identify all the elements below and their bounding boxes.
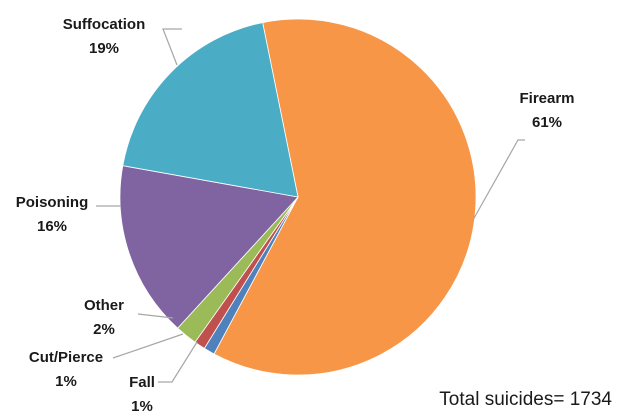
label-fall-percent: 1%: [131, 398, 153, 413]
label-poisoning-percent: 16%: [37, 218, 67, 235]
total-suicides-annotation: Total suicides= 1734: [439, 389, 612, 410]
leader-line-firearm: [472, 139, 525, 221]
label-cut-pierce-percent: 1%: [55, 373, 77, 390]
label-poisoning-name: Poisoning: [16, 194, 89, 211]
leader-lines: [96, 28, 525, 383]
pie-slice-firearm: [213, 18, 477, 376]
pie-slice-suffocation: [122, 22, 299, 198]
leader-line-fall: [158, 341, 198, 383]
label-other-name: Other: [84, 297, 124, 314]
label-cut-pierce-name: Cut/Pierce: [29, 349, 103, 366]
label-suffocation-name: Suffocation: [63, 16, 146, 33]
label-suffocation-percent: 19%: [89, 40, 119, 57]
label-other-percent: 2%: [93, 321, 115, 338]
label-fall-name: Fall: [129, 374, 155, 391]
leader-line-other: [137, 313, 174, 319]
leader-line-suffocation: [162, 28, 182, 66]
leader-line-cut-pierce: [112, 333, 184, 359]
pie-slices: [119, 18, 477, 376]
label-firearm-name: Firearm: [519, 90, 574, 107]
slice-labels: Firearm 61% Suffocation 19% Poisoning 16…: [16, 16, 575, 413]
label-firearm-percent: 61%: [532, 114, 562, 131]
